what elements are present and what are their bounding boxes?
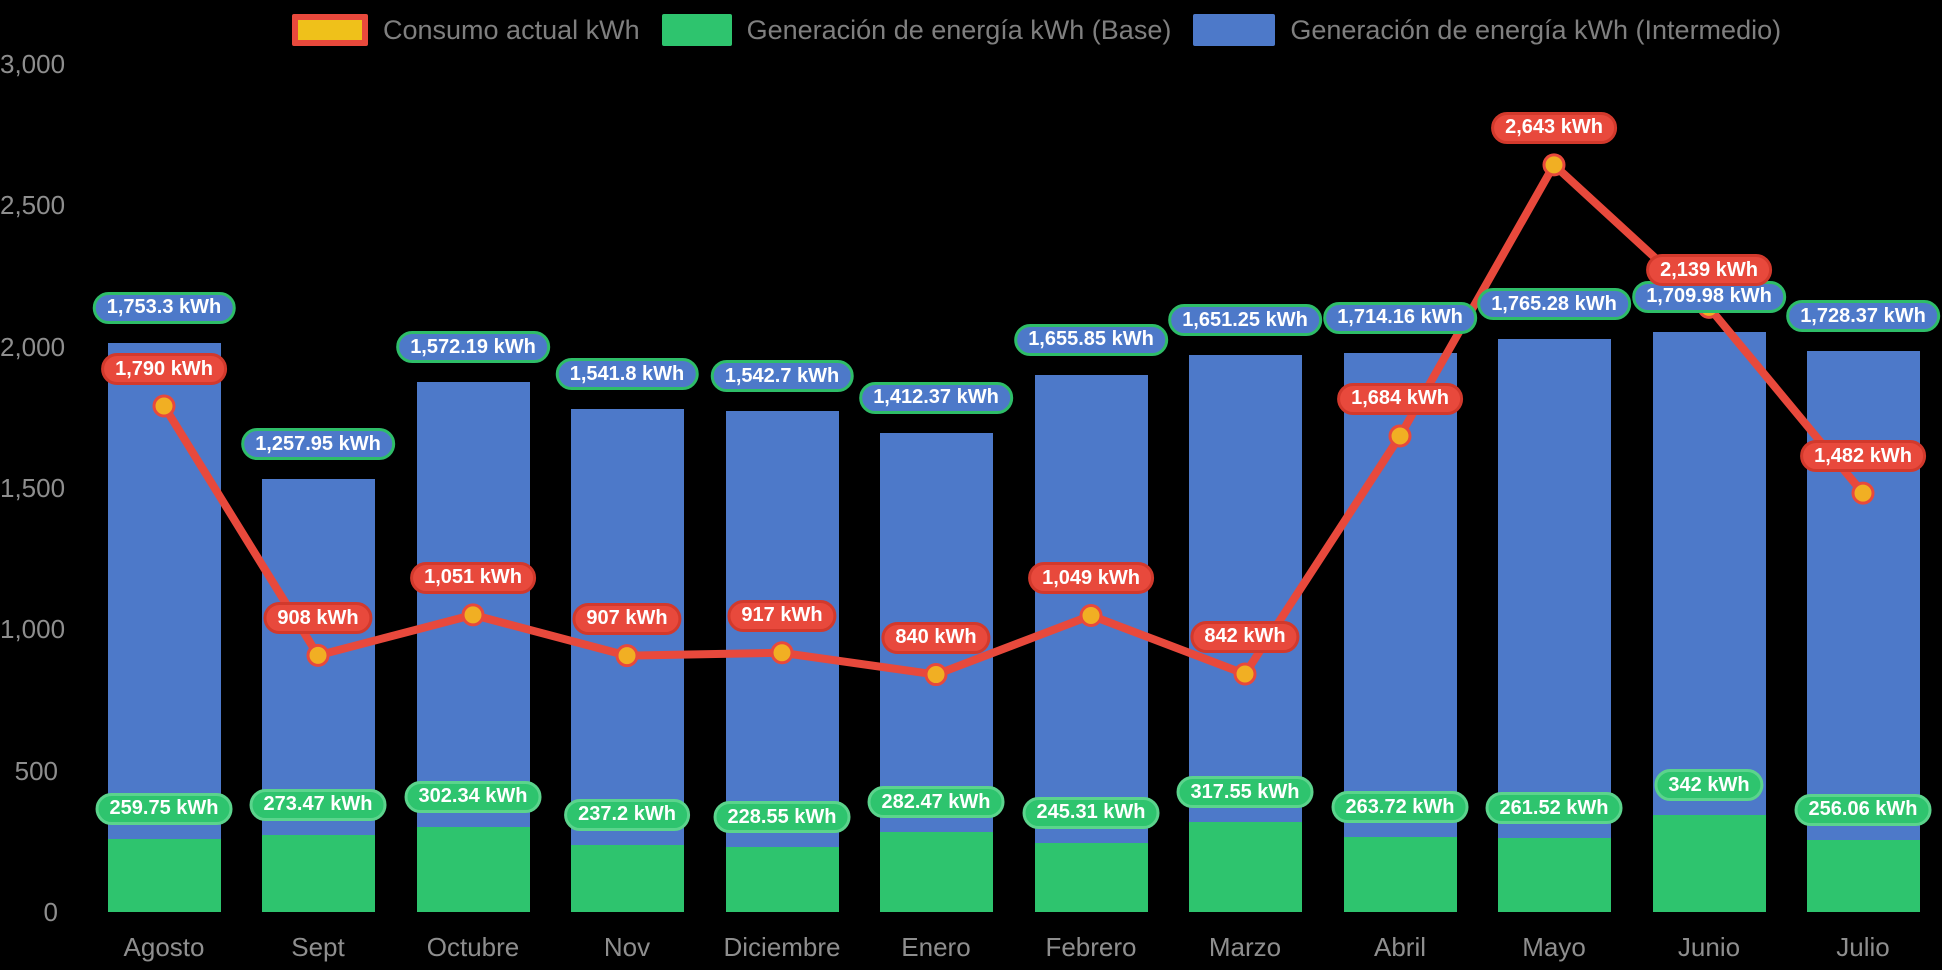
legend-item-consumo[interactable]: Consumo actual kWh [292,14,640,46]
label-base-value: 263.72 kWh [1331,791,1469,824]
label-base-value: 317.55 kWh [1176,776,1314,809]
legend-label-base: Generación de energía kWh (Base) [746,14,1172,45]
consumo-point[interactable] [924,663,948,687]
y-axis-tick: 1,500 [0,473,66,503]
bar-segment-base[interactable] [725,847,839,912]
bar-segment-base[interactable] [1034,842,1148,912]
consumo-point[interactable] [1542,153,1566,177]
label-base-value: 342 kWh [1654,769,1764,802]
bar-segment-base[interactable] [1652,815,1766,912]
consumo-point[interactable] [1851,481,1875,505]
label-consumo-value: 842 kWh [1190,620,1300,653]
x-axis-label: Marzo [1208,932,1282,962]
label-base-value: 282.47 kWh [867,786,1005,819]
consumo-point[interactable] [615,644,639,668]
consumo-point[interactable] [1079,603,1103,627]
label-intermedio-value: 1,728.37 kWh [1786,300,1940,333]
consumo-point[interactable] [306,643,330,667]
label-base-value: 261.52 kWh [1485,792,1623,825]
label-intermedio-value: 1,542.7 kWh [710,360,854,393]
x-axis-label: Febrero [1045,932,1137,962]
x-axis-label: Abril [1373,932,1426,962]
bar-segment-intermedio[interactable] [1652,331,1766,816]
label-intermedio-value: 1,714.16 kWh [1323,301,1477,334]
chart-legend: Consumo actual kWh Generación de energía … [292,12,1781,48]
x-axis-label: Mayo [1522,932,1586,962]
label-base-value: 273.47 kWh [249,788,387,821]
legend-swatch-consumo [292,14,368,46]
y-axis-tick: 500 [14,755,58,786]
y-axis-tick: 2,500 [0,190,66,221]
label-base-value: 245.31 kWh [1022,796,1160,829]
x-axis-label: Agosto [123,932,205,962]
label-consumo-value: 1,051 kWh [410,561,536,594]
bar-segment-intermedio[interactable] [1497,339,1611,839]
label-intermedio-value: 1,753.3 kWh [92,291,236,324]
bar-segment-base[interactable] [261,834,375,912]
consumo-point[interactable] [152,394,176,418]
label-intermedio-value: 1,257.95 kWh [241,428,395,461]
label-consumo-value: 840 kWh [881,621,991,654]
bar-segment-base[interactable] [1806,839,1920,912]
label-base-value: 302.34 kWh [404,780,542,813]
consumo-point[interactable] [1388,424,1412,448]
bar-segment-intermedio[interactable] [1188,355,1302,823]
label-base-value: 256.06 kWh [1794,793,1932,826]
y-axis-tick: 0 [43,897,58,927]
label-base-value: 228.55 kWh [713,801,851,834]
x-axis-label: Junio [1677,932,1741,962]
x-axis-label: Octubre [426,932,520,962]
bar-segment-intermedio[interactable] [1806,351,1920,840]
x-axis-label: Nov [603,932,651,962]
label-consumo-value: 907 kWh [572,602,682,635]
label-base-value: 237.2 kWh [564,798,690,831]
label-consumo-value: 1,790 kWh [101,353,227,386]
label-consumo-value: 1,684 kWh [1337,382,1463,415]
bar-segment-base[interactable] [107,838,221,912]
x-axis-label: Julio [1836,932,1890,962]
label-intermedio-value: 1,572.19 kWh [396,331,550,364]
label-consumo-value: 1,049 kWh [1028,562,1154,595]
label-intermedio-value: 1,655.85 kWh [1014,323,1168,356]
label-consumo-value: 908 kWh [263,602,373,635]
bar-segment-base[interactable] [416,826,530,912]
label-intermedio-value: 1,541.8 kWh [555,358,699,391]
consumo-point[interactable] [770,641,794,665]
legend-swatch-intermedio [1193,14,1276,46]
y-axis-tick: 2,000 [0,331,66,362]
x-axis-label: Diciembre [723,932,841,962]
bar-segment-base[interactable] [1188,822,1302,912]
legend-label-intermedio: Generación de energía kWh (Intermedio) [1290,14,1782,45]
legend-swatch-base [661,14,732,46]
y-axis-tick: 1,000 [0,614,66,645]
bar-segment-base[interactable] [879,832,993,912]
y-axis-tick: 3,000 [0,49,66,79]
consumo-point[interactable] [461,603,485,627]
label-consumo-value: 2,643 kWh [1491,111,1617,144]
label-consumo-value: 917 kWh [727,599,837,632]
bar-segment-base[interactable] [570,844,684,912]
legend-label-consumo: Consumo actual kWh [383,14,640,45]
label-consumo-value: 2,139 kWh [1646,254,1772,287]
legend-item-intermedio[interactable]: Generación de energía kWh (Intermedio) [1193,14,1781,46]
label-base-value: 259.75 kWh [95,792,233,825]
legend-item-base[interactable]: Generación de energía kWh (Base) [661,14,1172,46]
label-intermedio-value: 1,412.37 kWh [859,381,1013,414]
bar-segment-base[interactable] [1343,837,1457,912]
label-intermedio-value: 1,651.25 kWh [1168,304,1322,337]
label-intermedio-value: 1,765.28 kWh [1477,288,1631,321]
bar-segment-base[interactable] [1497,838,1611,912]
consumo-point[interactable] [1233,662,1257,686]
x-axis-label: Sept [291,932,345,962]
x-axis-label: Enero [901,932,971,962]
label-consumo-value: 1,482 kWh [1800,440,1926,473]
